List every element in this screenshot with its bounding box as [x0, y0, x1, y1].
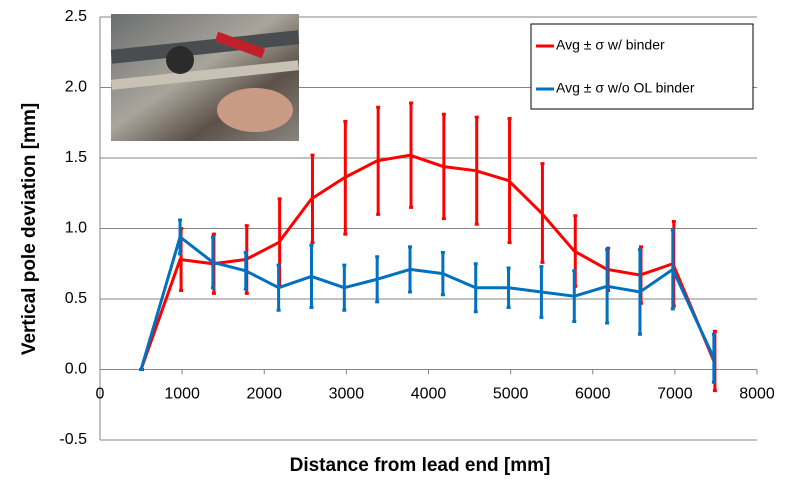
y-tick-label: 1.0 [65, 220, 87, 237]
x-tick-label: 2000 [246, 386, 282, 403]
y-tick-label: 0.0 [65, 361, 87, 378]
x-tick-label: 8000 [739, 386, 775, 403]
y-tick-label: 2.0 [65, 79, 87, 96]
x-tick-label: 5000 [493, 386, 529, 403]
x-tick-label: 3000 [329, 386, 365, 403]
series-line [139, 153, 716, 371]
legend-label: Avg ± σ w/o OL binder [556, 80, 695, 96]
inset-photo [110, 14, 300, 141]
y-tick-label: 1.5 [65, 149, 87, 166]
x-tick-label: 4000 [411, 386, 447, 403]
y-tick-label: 0.5 [65, 290, 87, 307]
x-tick-label: 6000 [575, 386, 611, 403]
y-tick-label: -0.5 [59, 431, 87, 448]
y-tick-label: 2.5 [65, 8, 87, 25]
series-line [139, 235, 716, 370]
x-tick-label: 1000 [164, 386, 200, 403]
legend-label: Avg ± σ w/ binder [556, 37, 665, 53]
x-tick-label: 7000 [657, 386, 693, 403]
x-axis-title: Distance from lead end [mm] [290, 455, 551, 476]
y-axis-title: Vertical pole deviation [mm] [19, 103, 40, 355]
legend [530, 23, 754, 110]
x-tick-label: 0 [96, 386, 105, 403]
